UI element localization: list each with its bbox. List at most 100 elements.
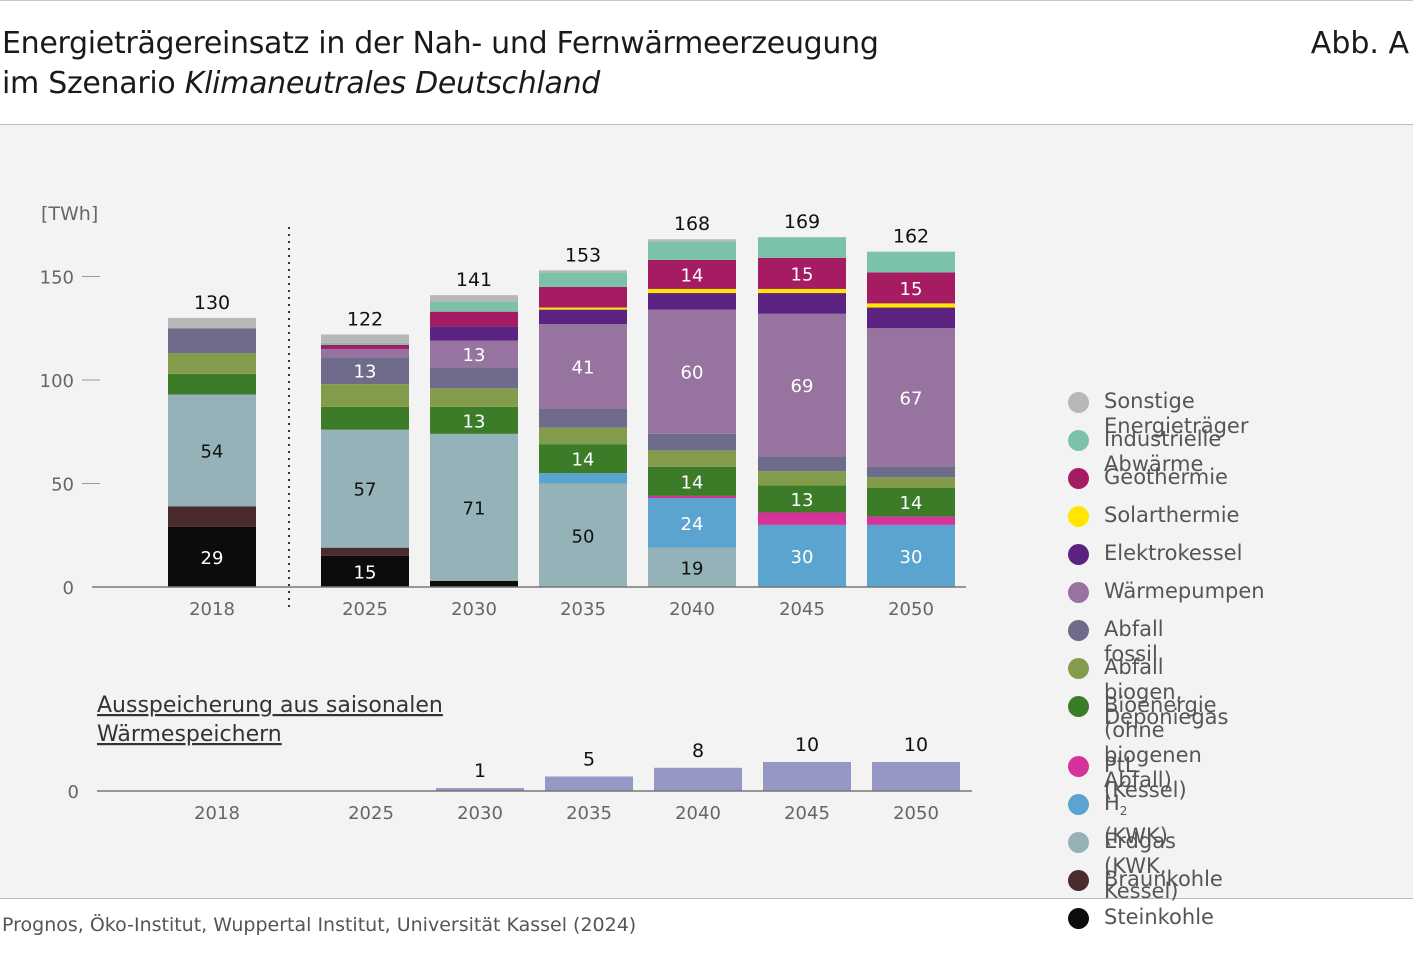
legend-label-braunkohle: Braunkohle: [1104, 867, 1223, 891]
storage-label-2045: 10: [795, 734, 819, 756]
total-label-2035: 153: [565, 244, 601, 266]
total-label-2050: 162: [893, 226, 929, 248]
legend-swatch-waermepumpen: [1068, 582, 1089, 603]
data-label-erdgas-2035: 50: [572, 526, 595, 547]
bar-segment-sonstige-2018: [168, 317, 256, 329]
x-tick-label-2040: 2040: [669, 599, 715, 620]
data-label-waermepumpen-2040: 60: [681, 363, 704, 384]
storage-title-line-1: Ausspeicherung aus saisonalen: [97, 693, 443, 718]
legend-swatch-sonstige: [1068, 392, 1089, 413]
total-label-2018: 130: [194, 292, 230, 314]
storage-bar-2040: [654, 767, 742, 791]
bar-segment-industrielle-2025: [321, 342, 409, 345]
x-tick-label-2035: 2035: [560, 599, 606, 620]
x-tick-label-2030: 2030: [451, 599, 497, 620]
bar-segment-h2-2050: [867, 524, 955, 587]
legend-label-erdgas: Erdgas (KWK, Kessel): [1104, 829, 1179, 903]
legend-swatch-geothermie: [1068, 468, 1089, 489]
storage-bar-2050: [872, 762, 960, 791]
legend-label-steinkohle: Steinkohle: [1104, 905, 1214, 929]
storage-bar-2035: [545, 776, 633, 791]
data-label-erdgas-2025: 57: [354, 480, 377, 501]
bar-segment-h2-2045: [758, 524, 846, 587]
data-label-geothermie-2040: 14: [681, 265, 704, 286]
title-scenario: Klimaneutrales Deutschland: [184, 66, 601, 101]
data-label-bioenergie-2050: 14: [900, 493, 923, 514]
bar-segment-bioenergie-2045: [758, 485, 846, 513]
bar-segment-erdgas-2018: [168, 394, 256, 507]
legend-label-elektrokessel: Elektrokessel: [1104, 541, 1243, 565]
bar-segment-abfall_biogen-2035: [539, 427, 627, 445]
legend-swatch-abfall_fossil: [1068, 620, 1089, 641]
bar-segment-erdgas-2040: [648, 547, 736, 587]
x-tick-label-2025: 2025: [342, 599, 388, 620]
legend-swatch-h2: [1068, 794, 1089, 815]
bar-segment-ptl-2050: [867, 516, 955, 525]
legend-swatch-elektrokessel: [1068, 544, 1089, 565]
bar-segment-waermepumpen-2025: [321, 348, 409, 358]
legend-label-geothermie: Geothermie: [1104, 465, 1228, 489]
y-tick-label: 100: [40, 371, 74, 392]
bar-segment-abfall_fossil-2050: [867, 466, 955, 478]
legend-label-ptl: PtL (Kessel): [1104, 753, 1187, 802]
title-prefix: im Szenario: [2, 66, 185, 101]
chart-title: Energieträgereinsatz in der Nah- und Fer…: [2, 24, 879, 104]
bar-segment-elektrokessel-2040: [648, 293, 736, 310]
data-label-h2-2040: 24: [681, 514, 704, 535]
data-label-steinkohle-2018: 29: [201, 548, 224, 569]
bar-segment-solarthermie-2035: [539, 307, 627, 310]
bar-segment-industrielle-2045: [758, 237, 846, 258]
data-label-bioenergie-2045: 13: [791, 490, 814, 511]
bar-segment-braunkohle-2025: [321, 547, 409, 556]
bar-segment-solarthermie-2040: [648, 288, 736, 294]
x-tick-label-2050: 2050: [888, 599, 934, 620]
bar-segment-waermepumpen-2030: [430, 340, 518, 368]
bar-segment-bioenergie-2035: [539, 444, 627, 474]
total-label-2030: 141: [456, 269, 492, 291]
bar-segment-bioenergie-2030: [430, 406, 518, 434]
data-label-waermepumpen-2050: 67: [900, 389, 923, 410]
storage-title-line-2: Wärmespeichern: [97, 722, 282, 747]
storage-label-2040: 8: [692, 740, 704, 762]
legend-label-solarthermie: Solarthermie: [1104, 503, 1240, 527]
bar-segment-abfall_biogen-2030: [430, 388, 518, 407]
bar-segment-erdgas-2025: [321, 429, 409, 548]
bar-segment-sonstige-2035: [539, 270, 627, 273]
bar-segment-elektrokessel-2045: [758, 293, 846, 314]
data-label-bioenergie-2030: 13: [463, 411, 486, 432]
storage-bar-2030: [436, 788, 524, 791]
legend-swatch-ptl: [1068, 756, 1089, 777]
bar-segment-erdgas-2030: [430, 433, 518, 581]
storage-x-tick-label-2018: 2018: [194, 803, 240, 824]
data-label-waermepumpen-2045: 69: [791, 376, 814, 397]
bar-segment-industrielle-2030: [430, 301, 518, 312]
bar-segment-steinkohle-2018: [168, 526, 256, 587]
legend-swatch-erdgas: [1068, 832, 1089, 853]
data-label-waermepumpen-2035: 41: [572, 358, 595, 379]
title-line-2: im Szenario Klimaneutrales Deutschland: [2, 64, 879, 104]
bar-segment-abfall_fossil-2018: [168, 328, 256, 354]
legend-swatch-bioenergie: [1068, 696, 1089, 717]
bar-segment-h2-2040: [648, 497, 736, 548]
data-label-erdgas-2030: 71: [463, 498, 486, 519]
storage-y-tick-label: 0: [68, 782, 79, 803]
bar-segment-abfall_biogen-2025: [321, 384, 409, 407]
data-label-bioenergie-2035: 14: [572, 450, 595, 471]
data-label-erdgas-2018: 54: [201, 441, 224, 462]
data-label-h2-2045: 30: [791, 547, 814, 568]
chart-panel: [TWh] 0 50 100 150 130 2018 122 2025 141 2030 153 20…: [0, 124, 1413, 929]
x-tick-label-2018: 2018: [189, 599, 235, 620]
bar-segment-sonstige-2025: [321, 334, 409, 343]
legend-label-waermepumpen: Wärmepumpen: [1104, 579, 1265, 603]
bar-segment-bioenergie-2018: [168, 373, 256, 395]
bar-segment-geothermie-2030: [430, 311, 518, 327]
storage-x-tick-label-2045: 2045: [784, 803, 830, 824]
bar-segment-bioenergie-2025: [321, 406, 409, 430]
legend-swatch-solarthermie: [1068, 506, 1089, 527]
bar-segment-waermepumpen-2035: [539, 324, 627, 409]
bar-segment-abfall_fossil-2045: [758, 456, 846, 472]
bar-segment-abfall_biogen-2040: [648, 450, 736, 467]
bar-segment-abfall_biogen-2045: [758, 471, 846, 486]
bar-segment-sonstige-2030: [430, 295, 518, 302]
data-label-abfall_fossil-2025: 13: [354, 362, 377, 383]
